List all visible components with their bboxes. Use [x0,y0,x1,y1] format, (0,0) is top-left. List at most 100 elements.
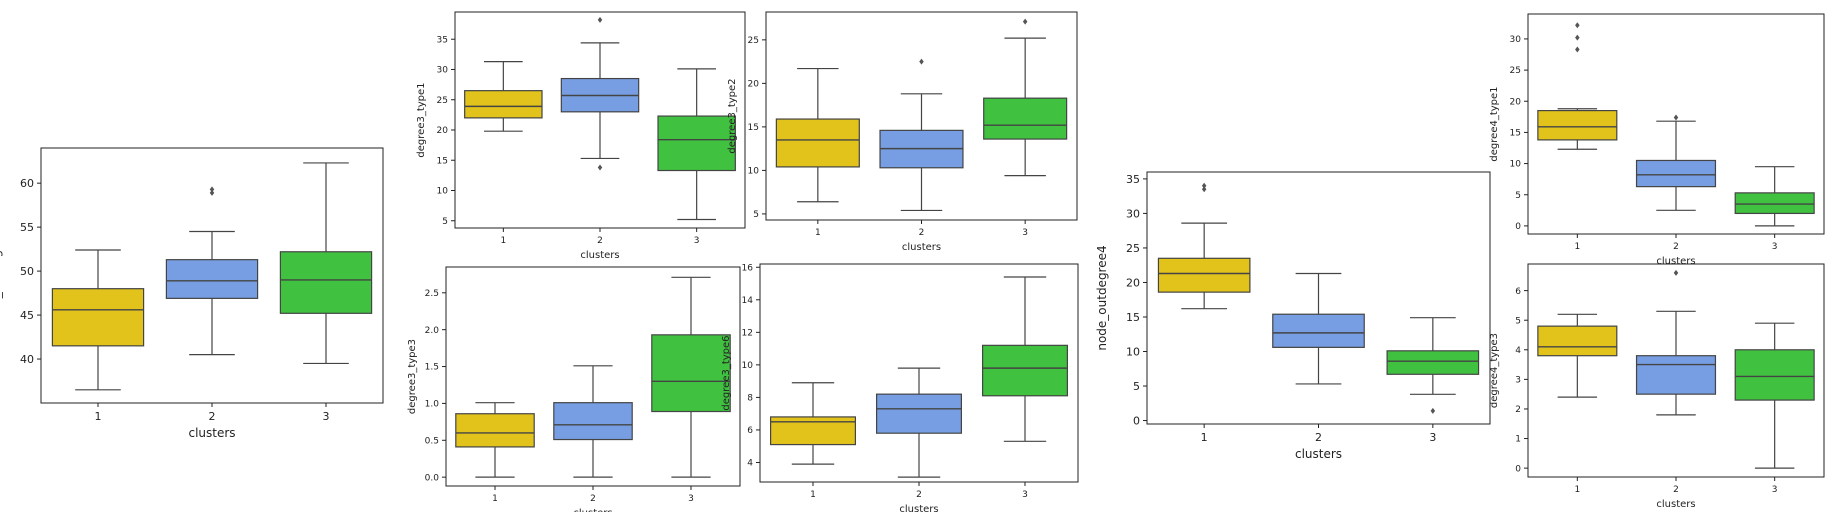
x-tick-label: 2 [1673,242,1679,252]
x-axis-label: clusters [1656,256,1695,267]
y-tick-label: 0 [1515,464,1521,474]
box-cluster-3 [983,18,1068,177]
iqr-box [1272,313,1365,348]
x-tick-label: 1 [810,490,816,500]
x-tick-label: 1 [95,410,102,423]
y-tick-label: 2.0 [425,326,440,336]
box-cluster-1 [464,61,543,132]
y-tick-label: 0.5 [425,436,439,446]
outlier-point [1022,18,1028,25]
x-tick-label: 2 [209,410,216,423]
y-axis-label: degree3_type3 [407,339,418,414]
y-tick-label: 0 [1515,222,1521,232]
iqr-box [1734,192,1815,215]
outlier-point [1575,46,1580,53]
box-cluster-1 [1157,182,1251,310]
boxplot-node_outdegree4: 0 5 10 15 20 25 30 35 1 2 3 clusters node_outdegree4 [1095,171,1491,461]
iqr-box [651,334,731,413]
box-cluster-3 [981,276,1068,442]
y-tick-label: 15 [437,156,448,166]
y-tick-label: 25 [1126,242,1140,255]
x-tick-label: 2 [590,494,596,504]
x-tick-label: 2 [919,228,925,238]
y-tick-label: 35 [437,35,448,45]
box-cluster-1 [1537,313,1618,398]
box-cluster-1 [455,402,535,478]
x-axis-label: clusters [899,504,938,512]
y-tick-label: 40 [20,353,34,366]
y-tick-label: 25 [437,96,448,106]
y-tick-label: 60 [20,177,34,190]
boxplot-degree3_type1: 5 10 15 20 25 30 35 1 2 3 clusters degree3_type1 [416,11,746,261]
y-tick-label: 6 [747,426,753,436]
y-tick-label: 4 [1515,346,1521,356]
x-tick-label: 1 [492,494,498,504]
y-axis-label: degree3_type2 [727,78,738,153]
y-tick-label: 15 [748,123,759,133]
iqr-box [657,115,736,172]
y-tick-label: 2 [1515,405,1521,415]
boxplot-degree3_type2: 5 10 15 20 25 1 2 3 clusters degree3_type2 [727,11,1078,253]
y-tick-label: 10 [748,167,760,177]
box-cluster-3 [1734,166,1815,227]
iqr-box [455,413,535,448]
y-tick-label: 14 [742,296,754,306]
x-tick-label: 3 [1772,485,1778,495]
iqr-box [165,259,259,299]
boxplot-node_outdegree3: 40 45 50 55 60 1 2 3 clusters node_outdegree3 [0,147,384,440]
x-tick-label: 1 [815,228,821,238]
box-cluster-3 [651,276,731,478]
y-tick-label: 5 [753,210,759,220]
outlier-point [1673,114,1679,121]
x-tick-label: 1 [1574,242,1580,252]
box-cluster-2 [1635,269,1717,416]
y-tick-label: 20 [748,80,760,90]
iqr-box [769,416,856,446]
outlier-point [597,16,603,23]
x-tick-label: 2 [597,236,603,246]
box-cluster-2 [560,16,640,171]
iqr-box [1537,110,1618,141]
y-tick-label: 25 [1510,66,1521,76]
x-axis-label: clusters [1656,499,1695,510]
iqr-box [1734,349,1815,401]
box-cluster-3 [657,68,736,221]
outlier-point [1575,34,1580,41]
iqr-box [875,393,962,434]
y-axis-label: degree3_type1 [416,82,427,157]
y-tick-label: 5 [1515,191,1521,201]
iqr-box [1386,350,1480,375]
outlier-point [1673,269,1679,276]
x-tick-label: 3 [1022,228,1028,238]
iqr-box [464,90,543,119]
y-axis-label: degree4_type3 [1489,333,1500,408]
y-tick-label: 10 [1510,160,1522,170]
x-tick-label: 1 [1201,431,1208,444]
y-tick-label: 1.0 [425,400,440,410]
boxplot-degree3_type3: 0.0 0.5 1.0 1.5 2.0 2.5 1 2 3 clusters degree3_typ… [407,266,741,512]
y-tick-label: 25 [748,36,759,46]
y-tick-label: 12 [742,328,753,338]
x-axis-label: clusters [573,508,612,512]
x-tick-label: 1 [500,236,506,246]
box-cluster-1 [51,249,145,391]
x-tick-label: 3 [1022,490,1028,500]
y-tick-label: 45 [20,309,34,322]
iqr-box [279,251,373,314]
y-tick-label: 50 [20,265,34,278]
y-tick-label: 55 [20,221,34,234]
x-tick-label: 2 [1673,485,1679,495]
y-tick-label: 20 [1510,97,1522,107]
iqr-box [775,118,860,168]
x-tick-label: 3 [694,236,700,246]
box-cluster-2 [1272,272,1365,385]
y-tick-label: 5 [442,217,448,227]
y-tick-label: 10 [1126,345,1140,358]
box-cluster-2 [165,186,259,356]
y-tick-label: 8 [747,394,753,404]
y-axis-label: degree4_type1 [1489,86,1500,161]
box-cluster-2 [1635,114,1717,211]
box-cluster-2 [553,365,633,478]
x-axis-label: clusters [1295,447,1342,461]
